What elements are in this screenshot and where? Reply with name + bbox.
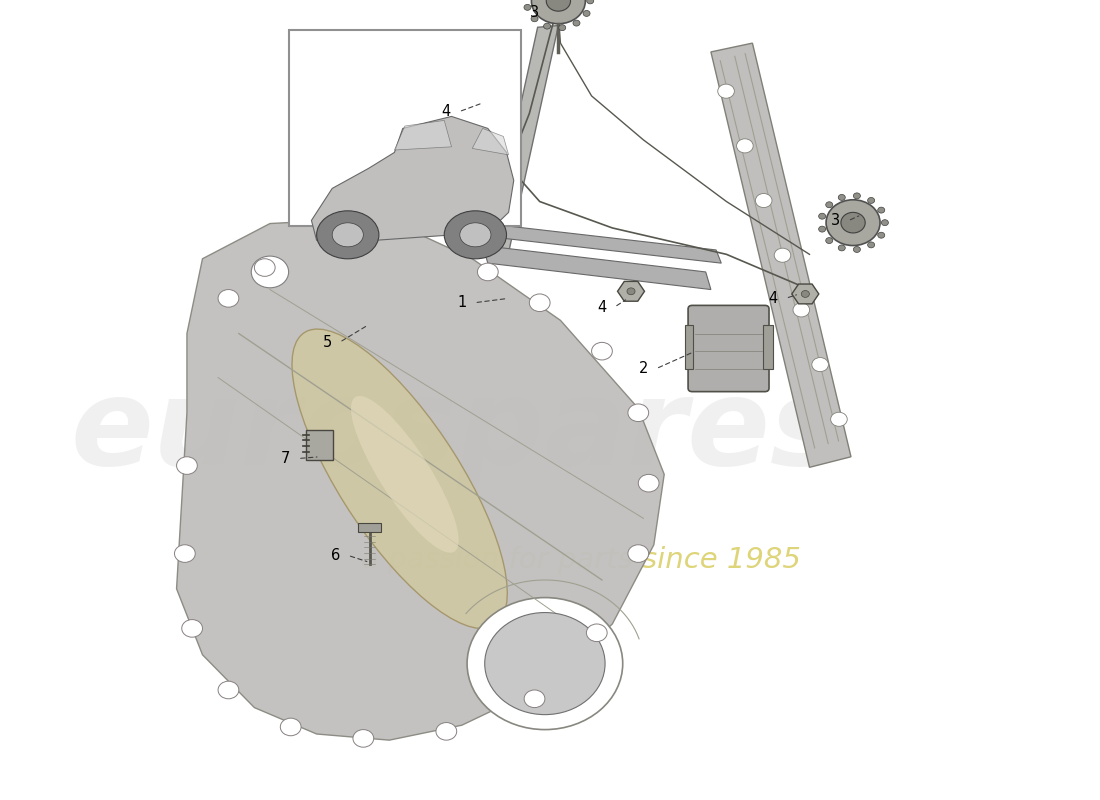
Circle shape	[718, 84, 735, 98]
Circle shape	[812, 358, 828, 372]
Circle shape	[840, 212, 866, 233]
Circle shape	[280, 718, 301, 736]
Circle shape	[628, 404, 649, 422]
Text: 2: 2	[639, 362, 648, 376]
Polygon shape	[486, 223, 722, 263]
Circle shape	[801, 290, 810, 298]
Circle shape	[818, 214, 826, 219]
Circle shape	[543, 23, 551, 29]
Polygon shape	[792, 284, 818, 304]
Circle shape	[218, 681, 239, 698]
Text: 5: 5	[322, 335, 331, 350]
Circle shape	[854, 193, 860, 199]
Circle shape	[583, 10, 590, 17]
Circle shape	[460, 223, 491, 247]
Text: 1: 1	[458, 295, 466, 310]
Circle shape	[737, 139, 754, 153]
Polygon shape	[177, 219, 664, 740]
Circle shape	[444, 211, 506, 259]
Text: a passion for parts since 1985: a passion for parts since 1985	[361, 546, 801, 574]
Circle shape	[826, 238, 833, 243]
Circle shape	[878, 207, 884, 213]
Circle shape	[627, 288, 635, 294]
Text: 3: 3	[830, 214, 840, 229]
Circle shape	[468, 598, 623, 730]
Circle shape	[838, 245, 845, 251]
Polygon shape	[472, 129, 508, 155]
Text: 4: 4	[597, 300, 606, 314]
Circle shape	[531, 0, 585, 24]
Ellipse shape	[351, 396, 459, 553]
Circle shape	[818, 226, 826, 232]
Circle shape	[547, 0, 571, 11]
Circle shape	[353, 730, 374, 747]
Ellipse shape	[292, 329, 507, 629]
Circle shape	[317, 211, 378, 259]
Circle shape	[854, 246, 860, 253]
Circle shape	[826, 202, 833, 208]
Polygon shape	[483, 246, 711, 290]
Circle shape	[218, 290, 239, 307]
Circle shape	[531, 16, 538, 22]
Circle shape	[559, 25, 565, 30]
Polygon shape	[487, 26, 559, 254]
Circle shape	[586, 0, 594, 4]
Polygon shape	[711, 43, 851, 467]
Text: 7: 7	[280, 451, 290, 466]
Circle shape	[500, 111, 506, 116]
Circle shape	[494, 94, 503, 101]
Circle shape	[830, 412, 847, 426]
FancyBboxPatch shape	[306, 430, 333, 460]
Circle shape	[881, 220, 889, 226]
Bar	[359, 522, 381, 531]
Circle shape	[332, 223, 363, 247]
Circle shape	[868, 242, 875, 248]
Circle shape	[436, 722, 456, 740]
Circle shape	[592, 342, 613, 360]
Circle shape	[793, 303, 810, 317]
Circle shape	[628, 545, 649, 562]
Text: 4: 4	[769, 291, 778, 306]
Circle shape	[638, 474, 659, 492]
Polygon shape	[311, 117, 514, 241]
Circle shape	[878, 232, 884, 238]
Circle shape	[838, 194, 845, 200]
Polygon shape	[395, 121, 451, 150]
Circle shape	[175, 545, 195, 562]
Circle shape	[524, 690, 544, 707]
Circle shape	[318, 220, 346, 245]
Text: eurospares: eurospares	[70, 374, 843, 490]
Circle shape	[868, 198, 875, 203]
Circle shape	[477, 263, 498, 281]
Polygon shape	[617, 282, 645, 302]
Text: 3: 3	[530, 5, 539, 20]
Circle shape	[485, 613, 605, 714]
Polygon shape	[685, 325, 693, 369]
Circle shape	[756, 194, 772, 207]
Circle shape	[529, 294, 550, 311]
Polygon shape	[762, 325, 773, 369]
Circle shape	[182, 619, 202, 637]
Circle shape	[573, 20, 580, 26]
Circle shape	[774, 248, 791, 262]
FancyBboxPatch shape	[689, 306, 769, 392]
Text: 4: 4	[442, 104, 451, 119]
Circle shape	[586, 624, 607, 642]
Polygon shape	[485, 88, 512, 107]
Circle shape	[826, 200, 880, 246]
Text: 6: 6	[331, 548, 340, 563]
Circle shape	[251, 256, 288, 288]
Circle shape	[254, 258, 275, 276]
Circle shape	[177, 457, 197, 474]
Circle shape	[524, 4, 531, 10]
FancyBboxPatch shape	[288, 30, 521, 226]
Polygon shape	[493, 106, 514, 121]
